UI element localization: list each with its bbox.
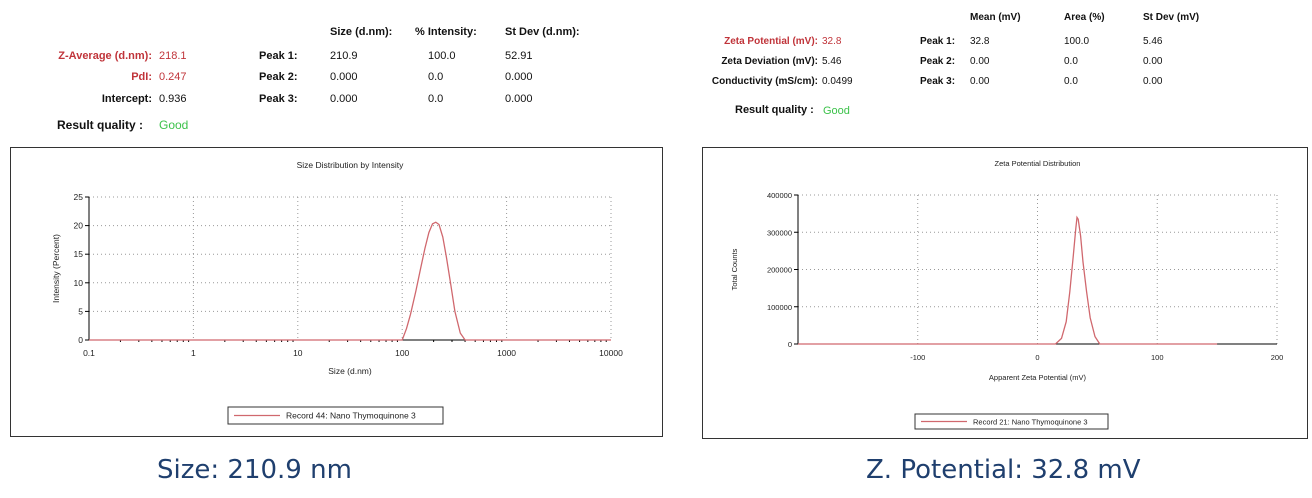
col-header-mean: Mean (mV) [970, 12, 1021, 23]
size-distribution-chart: Size Distribution by Intensity 0 5 10 15 20 25… [51, 160, 623, 425]
y-tick-label: 0 [78, 335, 83, 345]
z-average-value: 218.1 [159, 50, 187, 62]
x-tick-label: 0.1 [83, 348, 95, 358]
zp-result-quality-label: Result quality : [735, 104, 814, 116]
x-tick-label: 10000 [599, 348, 623, 358]
x-axis-label: Apparent Zeta Potential (mV) [989, 373, 1087, 382]
series-line [798, 215, 1218, 345]
x-tick-label: 100 [1151, 353, 1164, 362]
zeta-potential-label: Zeta Potential (mV): [724, 36, 818, 47]
peak2-stdev: 0.000 [505, 71, 533, 83]
size-distribution-panel: Size Distribution by Intensity 0 5 10 15 20 25… [10, 147, 663, 437]
size-caption: Size: 210.9 nm [157, 455, 352, 485]
x-axis-label: Size (d.nm) [328, 366, 372, 376]
intercept-value: 0.936 [159, 93, 187, 105]
zp-peak2-mean: 0.00 [970, 56, 990, 67]
zp-peak2-area: 0.0 [1064, 56, 1078, 67]
peak1-label: Peak 1: [259, 50, 298, 62]
result-quality-value: Good [159, 118, 189, 132]
peak1-stdev: 52.91 [505, 50, 533, 62]
y-tick-label: 300000 [767, 228, 792, 237]
peak2-size: 0.000 [330, 71, 358, 83]
x-tick-label: -100 [910, 353, 925, 362]
col-header-stdev: St Dev (d.nm): [505, 26, 580, 38]
x-tick-label: 1000 [497, 348, 516, 358]
series-line [89, 221, 611, 341]
col-header-intensity: % Intensity: [415, 26, 477, 38]
y-tick-label: 0 [788, 340, 792, 349]
y-tick-label: 20 [74, 221, 84, 231]
peak2-intensity: 0.0 [428, 71, 444, 83]
result-quality-label: Result quality : [57, 118, 144, 132]
zp-result-quality-value: Good [823, 105, 850, 117]
zp-peak1-stdev: 5.46 [1143, 36, 1163, 47]
legend-box [227, 406, 444, 425]
peak1-size: 210.9 [330, 50, 358, 62]
zeta-deviation-label: Zeta Deviation (mV): [721, 56, 818, 67]
zp-peak1-label: Peak 1: [920, 36, 956, 47]
pdi-value: 0.247 [159, 71, 187, 83]
chart-title: Zeta Potential Distribution [995, 159, 1081, 168]
y-tick-label: 5 [78, 306, 83, 316]
peak3-intensity: 0.0 [428, 93, 444, 105]
legend-label: Record 44: Nano Thymoquinone 3 [286, 411, 416, 421]
x-tick-label: 0 [1035, 353, 1039, 362]
z-average-label: Z-Average (d.nm): [58, 50, 152, 62]
x-tick-label: 1 [191, 348, 196, 358]
zp-peak2-label: Peak 2: [920, 56, 956, 67]
intercept-label: Intercept: [101, 93, 152, 105]
x-tick-label: 10 [293, 348, 303, 358]
zp-peak1-area: 100.0 [1064, 36, 1090, 47]
x-tick-label: 200 [1271, 353, 1284, 362]
zeta-caption: Z. Potential: 32.8 mV [866, 455, 1141, 485]
col-header-area: Area (%) [1064, 12, 1105, 23]
zp-peak2-stdev: 0.00 [1143, 56, 1163, 67]
y-tick-label: 200000 [767, 266, 792, 275]
pdi-label: PdI: [131, 71, 152, 83]
peak2-label: Peak 2: [259, 71, 298, 83]
y-tick-label: 15 [74, 249, 84, 259]
peak3-size: 0.000 [330, 93, 358, 105]
conductivity-label: Conductivity (mS/cm): [711, 76, 818, 87]
y-axis-label: Intensity (Percent) [51, 234, 61, 303]
zp-peak3-area: 0.0 [1064, 76, 1078, 87]
zp-peak3-stdev: 0.00 [1143, 76, 1163, 87]
y-tick-label: 10 [74, 278, 84, 288]
zp-peak1-mean: 32.8 [970, 36, 990, 47]
legend-box [914, 413, 1109, 430]
legend-label: Record 21: Nano Thymoquinone 3 [973, 418, 1088, 427]
zeta-distribution-chart: Zeta Potential Distribution 0 100000 200000… [730, 159, 1284, 430]
zeta-potential-value: 32.8 [822, 36, 842, 47]
zp-peak3-label: Peak 3: [920, 76, 956, 87]
x-tick-label: 100 [395, 348, 409, 358]
col-header-size: Size (d.nm): [330, 26, 393, 38]
peak3-stdev: 0.000 [505, 93, 533, 105]
chart-title: Size Distribution by Intensity [297, 160, 405, 170]
col-header-stdev-mv: St Dev (mV) [1143, 12, 1200, 23]
conductivity-value: 0.0499 [822, 76, 853, 87]
zeta-distribution-panel: Zeta Potential Distribution 0 100000 200000… [702, 147, 1308, 439]
zp-peak3-mean: 0.00 [970, 76, 990, 87]
y-tick-label: 100000 [767, 303, 792, 312]
y-tick-label: 25 [74, 192, 84, 202]
zeta-deviation-value: 5.46 [822, 56, 842, 67]
peak1-intensity: 100.0 [428, 50, 456, 62]
y-axis-label: Total Counts [730, 248, 739, 290]
y-tick-label: 400000 [767, 191, 792, 200]
peak3-label: Peak 3: [259, 93, 298, 105]
